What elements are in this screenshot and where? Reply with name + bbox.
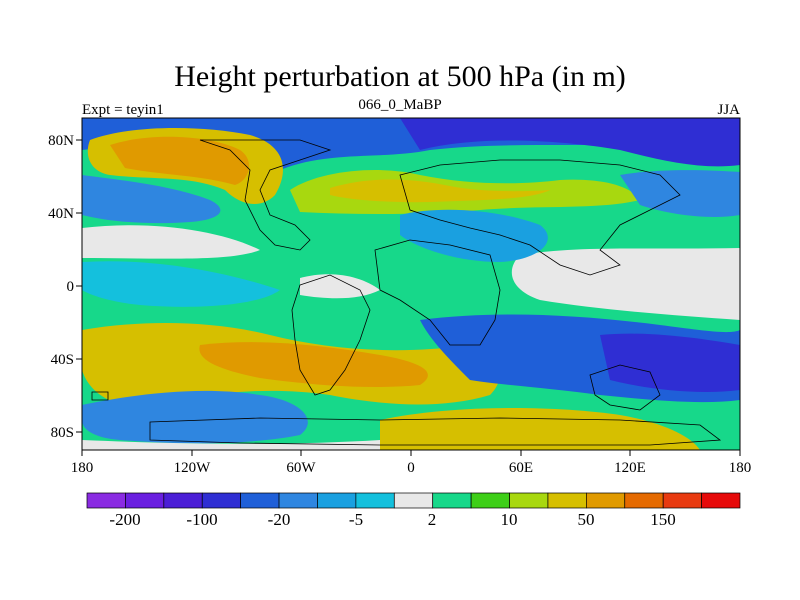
colorbar-labels: -200 -100 -20 -5 2 10 50 150 [109, 510, 675, 529]
lon-tick-label: 120E [614, 460, 646, 476]
colorbar-swatch [586, 492, 626, 509]
coastline-africa [374, 239, 501, 346]
colorbar-swatch [470, 492, 510, 509]
coastline-south-america [291, 274, 371, 396]
coastline-eurasia [399, 159, 681, 276]
colorbar-swatch [547, 492, 587, 509]
colorbar-label: 50 [578, 510, 595, 529]
field-so-deep-negative [600, 333, 740, 392]
colorbar-swatch [662, 492, 702, 509]
lat-tick-label: 40S [51, 352, 74, 368]
field-tropical-negative [82, 261, 280, 307]
map-title: Height perturbation at 500 hPa (in m) [174, 60, 626, 93]
field-n-deep-negative [400, 118, 740, 167]
colorbar-label: -5 [349, 510, 363, 529]
colorbar-swatch [317, 492, 357, 509]
coastline-australia [589, 364, 661, 411]
colorbar-swatch [355, 492, 395, 509]
lat-tick-label: 0 [67, 279, 75, 295]
coastline-antarctica [149, 417, 722, 446]
colorbar-label: -200 [109, 510, 140, 529]
colorbar-label: -20 [268, 510, 291, 529]
lat-axis: 80N 40N 0 40S 80S [48, 133, 82, 441]
lon-tick-label: 60E [509, 460, 533, 476]
field-sh-strong-positive [199, 342, 428, 388]
colorbar-swatch [393, 492, 434, 509]
lon-tick-label: 120W [174, 460, 212, 476]
lat-tick-label: 80N [48, 133, 74, 149]
field-asia-negative [400, 209, 548, 262]
lat-tick-label: 80S [51, 425, 74, 441]
coastline-island [91, 391, 109, 401]
map-panel [82, 118, 740, 450]
field-antarctic-neutral [82, 440, 380, 450]
colorbar-label: 2 [428, 510, 437, 529]
lat-tick-label: 40N [48, 206, 74, 222]
lon-tick-label: 180 [71, 460, 94, 476]
field-pacific-negative [82, 175, 221, 224]
colorbar-swatch [509, 492, 549, 509]
lon-axis: 180 120W 60W 0 60E 120E 180 [71, 450, 752, 476]
field-neutral-atlantic [300, 274, 380, 299]
lon-tick-label: 60W [286, 460, 316, 476]
colorbar-swatch [125, 492, 165, 509]
season-label: JJA [717, 102, 740, 118]
colorbar-label: -100 [186, 510, 217, 529]
field-antarctic-negative [82, 390, 308, 444]
colorbar-swatch [701, 492, 741, 509]
field-na-strong-positive [110, 136, 250, 185]
experiment-label: Expt = teyin1 [82, 102, 164, 118]
colorbar [86, 492, 741, 509]
field-neutral-east [511, 248, 740, 320]
colorbar-label: 10 [501, 510, 518, 529]
colorbar-swatch [624, 492, 664, 509]
colorbar-swatch [163, 492, 203, 509]
colorbar-label: 150 [650, 510, 676, 529]
coastlines [91, 139, 722, 446]
lon-tick-label: 180 [729, 460, 752, 476]
colorbar-swatch [278, 492, 318, 509]
lon-tick-label: 0 [407, 460, 415, 476]
colorbar-swatch [86, 492, 126, 509]
coastline-north-america [199, 139, 332, 251]
field-np-negative [620, 170, 740, 217]
colorbar-swatch [201, 492, 241, 509]
colorbar-swatch [432, 492, 472, 509]
field-neutral-west [82, 225, 260, 259]
colorbar-swatch [240, 492, 280, 509]
field-eu-core [330, 179, 550, 203]
period-label: 066_0_MaBP [358, 97, 442, 113]
